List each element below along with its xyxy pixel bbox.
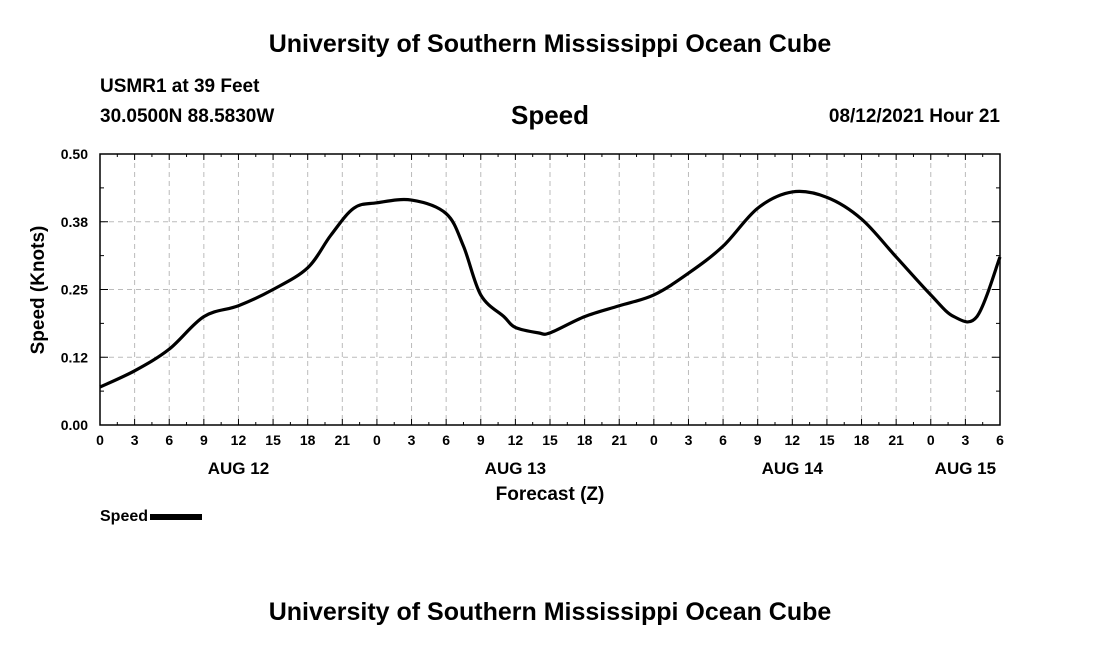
x-tick-label: 9: [754, 432, 762, 448]
x-tick-label: 18: [300, 432, 316, 448]
station-label: USMR1 at 39 Feet: [100, 76, 260, 97]
legend: Speed: [100, 508, 203, 526]
x-tick-label: 18: [854, 432, 870, 448]
y-tick-label: 0.00: [61, 417, 88, 433]
x-tick-label: 12: [508, 432, 524, 448]
x-tick-label: 6: [165, 432, 173, 448]
series: [99, 189, 1002, 389]
x-tick-label: 9: [477, 432, 485, 448]
x-tick-label: 6: [996, 432, 1004, 448]
axis-labels: 0 3 6 9 12 15 18 21 0 3 6 9 12 15 18 21 0 3 6 9 12 15 18 21 0 3 6 0…: [61, 146, 1004, 478]
x-tick-label: 18: [577, 432, 593, 448]
grid: [100, 154, 1000, 425]
day-label: AUG 14: [762, 459, 824, 478]
day-label: AUG 15: [935, 459, 996, 478]
x-tick-label: 15: [265, 432, 281, 448]
x-tick-label: 6: [719, 432, 727, 448]
x-tick-label: 0: [927, 432, 935, 448]
day-label: AUG 12: [208, 459, 269, 478]
legend-label: Speed: [100, 508, 149, 525]
y-tick-label: 0.25: [61, 282, 88, 298]
page-title: University of Southern Mississippi Ocean…: [268, 30, 832, 58]
day-label: AUG 13: [485, 459, 546, 478]
x-tick-label: 12: [785, 432, 801, 448]
x-tick-label: 21: [888, 432, 904, 448]
footer-title: University of Southern Mississippi Ocean…: [268, 598, 832, 626]
x-tick-label: 3: [685, 432, 693, 448]
legend-swatch: [150, 513, 203, 520]
x-tick-label: 3: [961, 432, 969, 448]
x-tick-label: 21: [335, 432, 351, 448]
series-line-speed: [99, 189, 1002, 389]
x-tick-label: 0: [650, 432, 658, 448]
x-tick-label: 3: [408, 432, 416, 448]
y-tick-label: 0.38: [61, 214, 88, 230]
x-tick-label: 21: [611, 432, 627, 448]
plot-frame: [99, 153, 1001, 426]
x-tick-label: 15: [542, 432, 558, 448]
chart-title: Speed: [510, 100, 590, 130]
y-tick-label: 0.50: [61, 146, 88, 162]
x-tick-label: 15: [819, 432, 835, 448]
station-coordinates: 30.0500N 88.5830W: [100, 106, 275, 127]
x-tick-label: 9: [200, 432, 208, 448]
y-axis-label: Speed (Knots): [28, 226, 49, 355]
y-tick-label: 0.12: [61, 349, 88, 365]
issued-timestamp: 08/12/2021 Hour 21: [828, 106, 1000, 127]
x-tick-label: 6: [442, 432, 450, 448]
x-tick-label: 3: [131, 432, 139, 448]
x-tick-label: 0: [96, 432, 104, 448]
x-tick-label: 12: [231, 432, 247, 448]
x-tick-label: 0: [373, 432, 381, 448]
x-axis-label: Forecast (Z): [496, 484, 605, 505]
